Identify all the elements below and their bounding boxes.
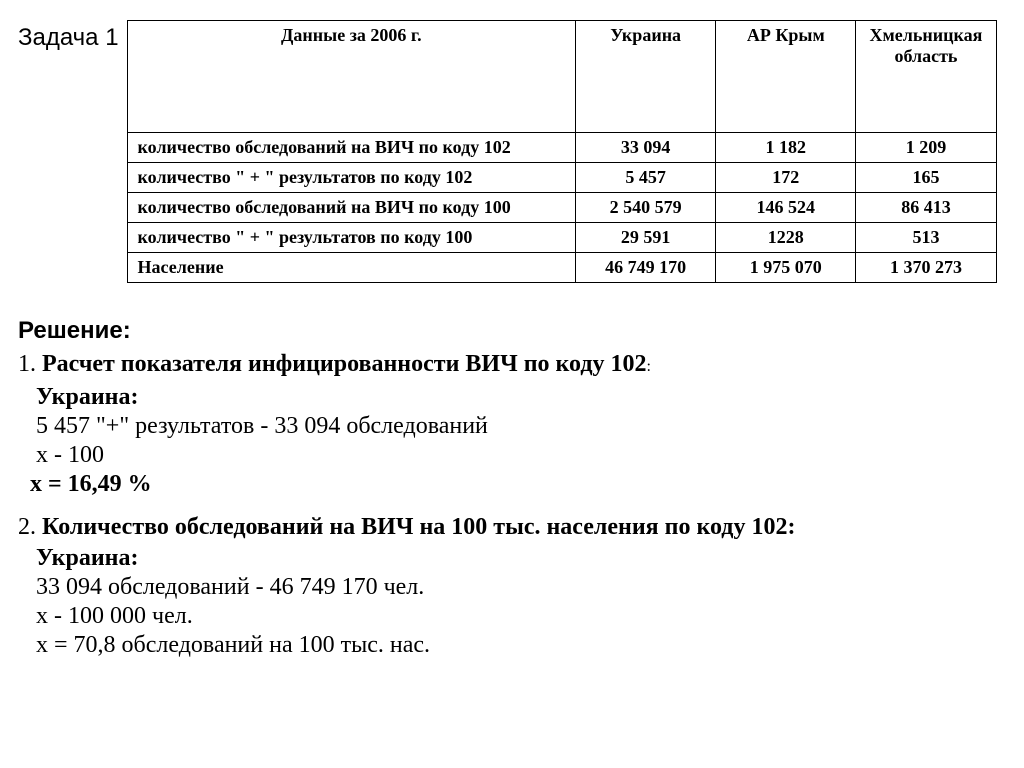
step2-line2: x - 100 000 чел.: [36, 603, 1006, 630]
table-row: количество " + " результатов по коду 100…: [127, 223, 996, 253]
row-label: количество обследований на ВИЧ по коду 1…: [127, 133, 576, 163]
table-header: АР Крым: [716, 21, 856, 133]
task-label: Задача 1: [18, 20, 119, 52]
step1-text: Расчет показателя инфицированности ВИЧ п…: [42, 351, 646, 377]
step2-number: 2.: [18, 514, 36, 540]
cell: 513: [856, 223, 996, 253]
step2-heading: 2. Количество обследований на ВИЧ на 100…: [18, 514, 1006, 541]
table-row: количество обследований на ВИЧ по коду 1…: [127, 133, 996, 163]
table-row: Население 46 749 170 1 975 070 1 370 273: [127, 253, 996, 283]
cell: 172: [716, 163, 856, 193]
row-label: количество " + " результатов по коду 102: [127, 163, 576, 193]
cell: 1228: [716, 223, 856, 253]
cell: 1 209: [856, 133, 996, 163]
step2-country: Украина:: [36, 545, 1006, 572]
cell: 1 370 273: [856, 253, 996, 283]
row-label: Население: [127, 253, 576, 283]
data-table: Данные за 2006 г. Украина АР Крым Хмельн…: [127, 20, 997, 283]
step1-line1: 5 457 "+" результатов - 33 094 обследова…: [36, 413, 1006, 440]
table-header-row: Данные за 2006 г. Украина АР Крым Хмельн…: [127, 21, 996, 133]
step1-heading: 1. Расчет показателя инфицированности ВИ…: [18, 351, 1006, 378]
table-header: Хмельницкая область: [856, 21, 996, 133]
step2-line3: x = 70,8 обследований на 100 тыс. нас.: [36, 632, 1006, 659]
table-row: количество " + " результатов по коду 102…: [127, 163, 996, 193]
step1-colon: :: [646, 358, 650, 375]
row-label: количество " + " результатов по коду 100: [127, 223, 576, 253]
cell: 1 182: [716, 133, 856, 163]
table-header: Украина: [576, 21, 716, 133]
table-header: Данные за 2006 г.: [127, 21, 576, 133]
solution-title: Решение:: [18, 317, 1006, 345]
step2-line1: 33 094 обследований - 46 749 170 чел.: [36, 574, 1006, 601]
step2-text: Количество обследований на ВИЧ на 100 ты…: [42, 514, 795, 540]
cell: 146 524: [716, 193, 856, 223]
step1-result: x = 16,49 %: [30, 471, 1006, 498]
table-row: количество обследований на ВИЧ по коду 1…: [127, 193, 996, 223]
cell: 5 457: [576, 163, 716, 193]
cell: 2 540 579: [576, 193, 716, 223]
cell: 165: [856, 163, 996, 193]
cell: 29 591: [576, 223, 716, 253]
solution-section: Решение: 1. Расчет показателя инфицирова…: [18, 317, 1006, 659]
step1-number: 1.: [18, 351, 36, 377]
step1-country: Украина:: [36, 384, 1006, 411]
cell: 1 975 070: [716, 253, 856, 283]
cell: 46 749 170: [576, 253, 716, 283]
cell: 86 413: [856, 193, 996, 223]
row-label: количество обследований на ВИЧ по коду 1…: [127, 193, 576, 223]
step1-line2: x - 100: [36, 442, 1006, 469]
cell: 33 094: [576, 133, 716, 163]
